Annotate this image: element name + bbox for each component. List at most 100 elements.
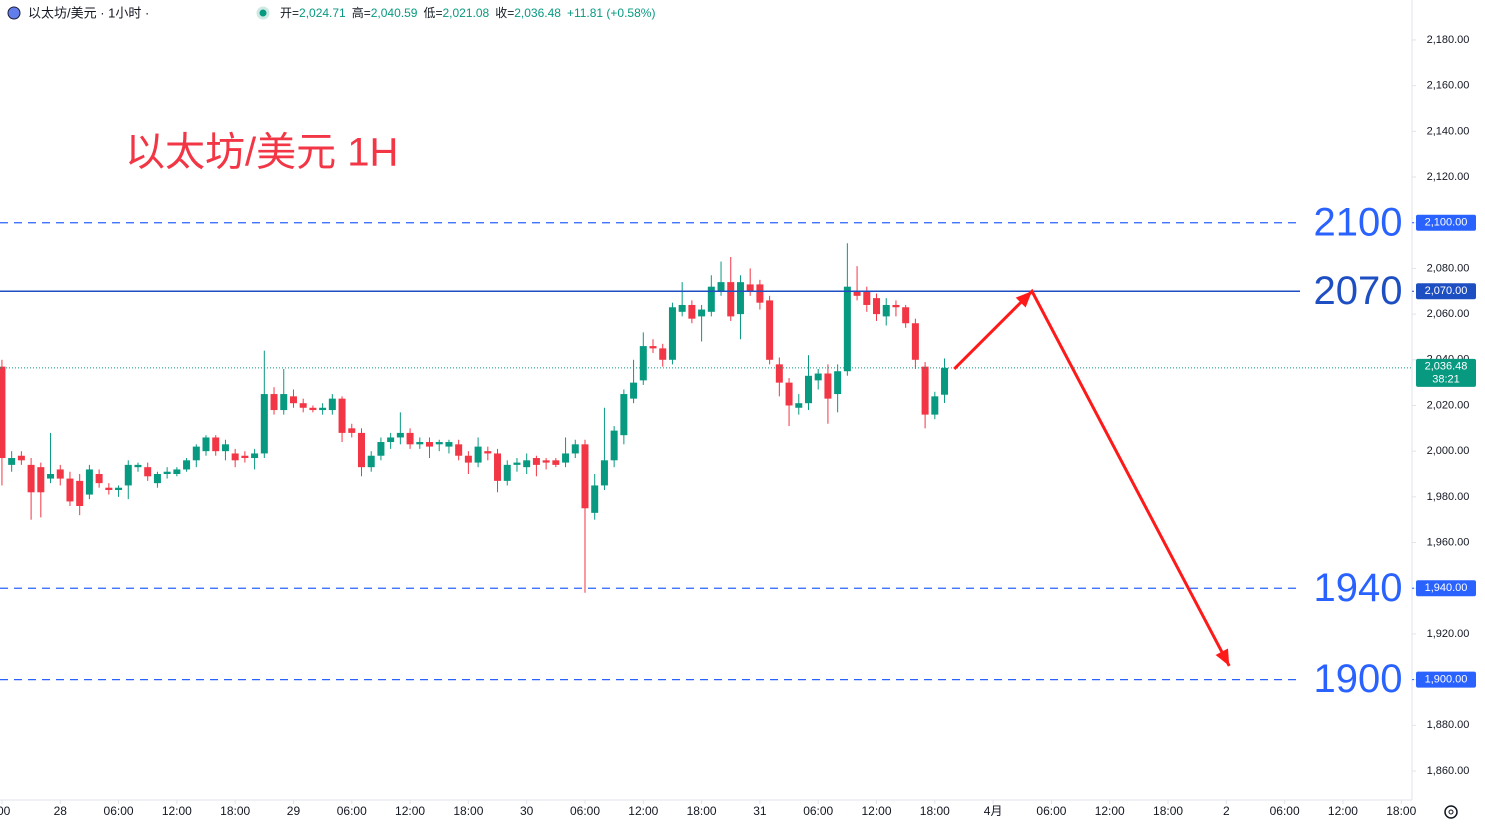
x-tick-label: 18:00 <box>1153 804 1183 818</box>
candle-body <box>105 487 113 491</box>
x-tick-label: 18:00 <box>453 804 483 818</box>
candle-body <box>426 442 434 447</box>
x-tick-label: 06:00 <box>1270 804 1300 818</box>
candle-body <box>47 474 55 479</box>
x-tick-label: 12:00 <box>395 804 425 818</box>
candle-body <box>183 460 191 470</box>
candle-body <box>260 394 268 454</box>
candle-body <box>804 375 812 404</box>
level-badge-label: 1,940.00 <box>1425 582 1468 594</box>
candle-body <box>542 460 550 463</box>
candle-body <box>115 487 123 491</box>
candle-body <box>328 398 336 411</box>
x-tick-label: 28 <box>54 804 68 818</box>
candle-body <box>387 437 395 443</box>
candle-body <box>523 460 531 468</box>
arrowhead <box>1015 291 1032 308</box>
candle-body <box>0 366 6 459</box>
candle-body <box>416 442 424 445</box>
candle-body <box>707 286 715 312</box>
candle-body <box>853 291 861 296</box>
x-tick-label: 18:00 <box>687 804 717 818</box>
candle-body <box>639 346 647 381</box>
candle-body <box>56 469 64 479</box>
candle-body <box>406 432 414 445</box>
candle-body <box>144 467 152 477</box>
candle-body <box>698 309 706 317</box>
candle-body <box>620 394 628 436</box>
candle-body <box>911 323 919 360</box>
y-tick-label: 2,120.00 <box>1427 171 1470 183</box>
candle-body <box>843 286 851 372</box>
candle-body <box>756 284 764 303</box>
candle-body <box>484 451 492 454</box>
candle-body <box>562 453 570 463</box>
level-badge-label: 2,070.00 <box>1425 285 1468 297</box>
candle-body <box>649 346 657 349</box>
level-badge <box>1416 580 1476 597</box>
x-tick-label: 12:00 <box>861 804 891 818</box>
candle-body <box>221 444 229 452</box>
candle-body <box>474 446 482 463</box>
level-label: 1900 <box>1314 657 1403 701</box>
candle-body <box>766 300 774 360</box>
candle-body <box>785 382 793 406</box>
candle-body <box>289 396 297 404</box>
x-tick-label: 06:00 <box>570 804 600 818</box>
y-tick-label: 1,860.00 <box>1427 765 1470 777</box>
x-tick-label: 18:00 <box>220 804 250 818</box>
y-tick-label: 1,920.00 <box>1427 628 1470 640</box>
candle-body <box>338 398 346 433</box>
candle-body <box>824 373 832 399</box>
candle-body <box>581 444 589 509</box>
ohlc-legend: 开=2,024.71 高=2,040.59 低=2,021.08 收=2,036.48… <box>280 5 655 20</box>
candle-body <box>902 307 910 324</box>
candle-body <box>124 464 132 486</box>
annotation-title: 以太坊/美元 1H <box>125 131 398 175</box>
candle-body <box>746 284 754 292</box>
candle-body <box>309 407 317 411</box>
candle-body <box>921 366 929 415</box>
ohlc-key: 高= <box>352 5 371 20</box>
ohlc-key: 收= <box>495 6 514 20</box>
y-tick-label: 2,000.00 <box>1427 445 1470 457</box>
candle-body <box>202 437 210 452</box>
ohlc-value: 2,040.59 <box>371 6 418 20</box>
overlays: 2100 2,100.00 2070 2,070.00 1940 1,940.00 1900… <box>0 200 1476 701</box>
last-price-badge <box>1416 358 1476 387</box>
candle-body <box>76 480 84 506</box>
candle-body <box>717 282 725 292</box>
candle-body <box>532 458 540 465</box>
x-tick-label: 18:00 <box>920 804 950 818</box>
x-tick-label: :00 <box>0 804 11 818</box>
candle-body <box>367 455 375 468</box>
candle-body <box>17 455 25 461</box>
level-badge <box>1416 671 1476 688</box>
settings-icon[interactable] <box>1444 805 1458 819</box>
candle-body <box>503 464 511 481</box>
x-tick-label: 30 <box>520 804 534 818</box>
x-tick-label: 2 <box>1223 804 1230 818</box>
ohlc-value: 2,024.71 <box>299 6 346 20</box>
y-tick-label: 2,160.00 <box>1427 80 1470 92</box>
status-dot <box>256 6 270 20</box>
x-tick-label: 12:00 <box>162 804 192 818</box>
candle-body <box>775 364 783 383</box>
candle-body <box>552 460 560 465</box>
ohlc-key: 低= <box>423 6 442 20</box>
candle-body <box>834 371 842 395</box>
candle-body <box>241 455 249 459</box>
candle-body <box>153 474 161 484</box>
ohlc-key: 开= <box>280 6 299 20</box>
candle-body <box>377 442 385 456</box>
projection-path <box>953 288 1231 667</box>
candle-body <box>513 462 521 465</box>
candle-body <box>212 437 220 452</box>
candle-body <box>163 471 171 475</box>
symbol[interactable]: 以太坊/美元 · 1小时 · <box>28 5 149 20</box>
arrowhead <box>1215 648 1230 666</box>
ohlc-value: 2,021.08 <box>442 6 489 20</box>
